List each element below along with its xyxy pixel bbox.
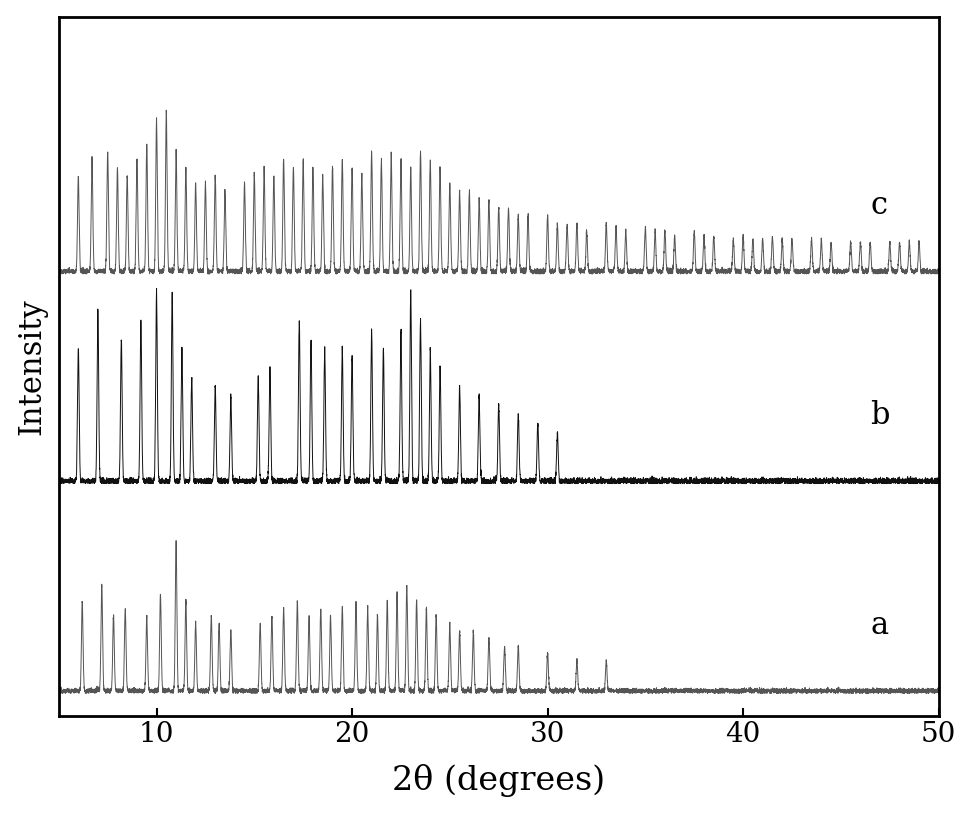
Y-axis label: Intensity: Intensity — [17, 298, 48, 435]
X-axis label: 2θ (degrees): 2θ (degrees) — [392, 764, 605, 798]
Text: b: b — [870, 400, 889, 431]
Text: a: a — [870, 610, 888, 641]
Text: c: c — [870, 190, 887, 221]
